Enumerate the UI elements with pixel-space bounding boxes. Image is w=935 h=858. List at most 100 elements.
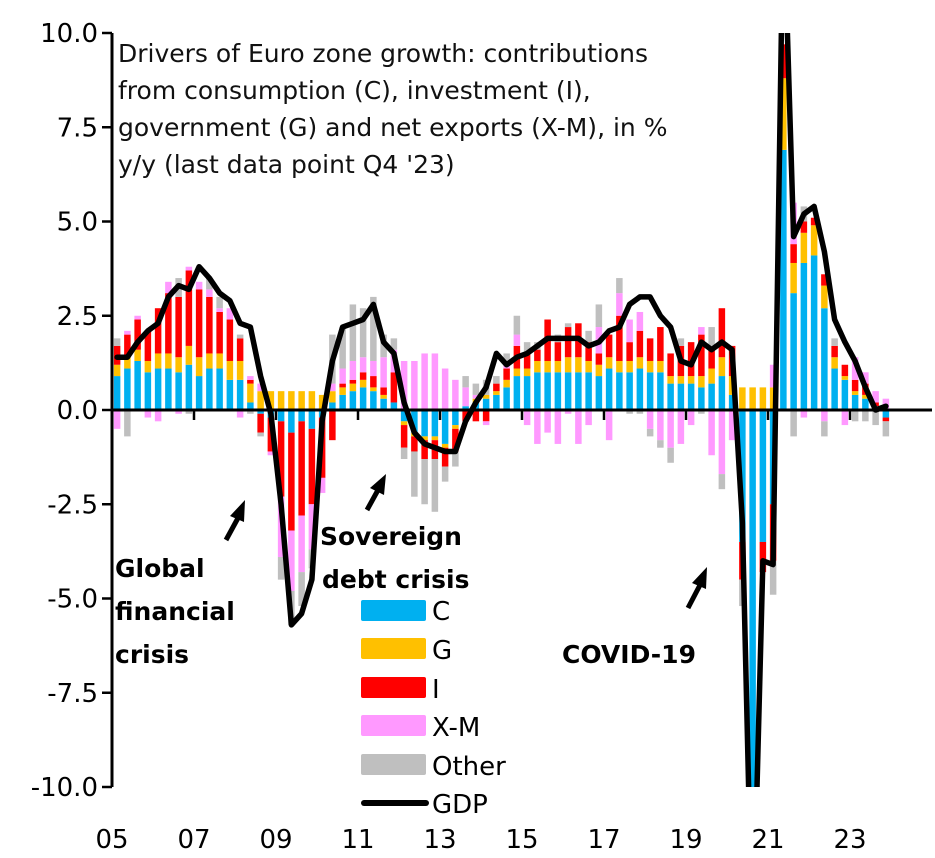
bar-segment-g [831,357,838,369]
bar-segment-xm [482,421,490,426]
bar-segment-c [749,410,756,787]
annotation-covid-19: COVID-19 [562,567,707,669]
bar-stack [144,330,152,418]
bar-segment-c [493,394,500,410]
bar-segment-g [790,262,797,294]
legend-item-other[interactable]: Other [361,752,506,782]
y-tick-label: 5.0 [57,208,98,238]
legend-item-i[interactable]: I [361,675,440,705]
annotation-sovereign-debt-crisis: Sovereign debt crisis [320,474,469,594]
bar-segment-i [554,342,562,361]
bar-segment-g [216,353,223,369]
legend-item-gdp[interactable]: GDP [361,790,488,820]
bar-segment-g [780,78,787,150]
bar-segment-xm [175,410,182,414]
bar-segment-xm [800,410,808,418]
bar-segment-g [318,394,326,410]
bar-segment-other [216,296,223,309]
bar-segment-xm [288,530,295,591]
bar-segment-xm [431,353,439,410]
bar-segment-other [124,410,131,437]
bar-stack [749,387,756,787]
legend-swatch-c [361,600,426,621]
title-line-1: Drivers of Euro zone growth: contributio… [118,39,648,68]
bar-stack [298,391,305,607]
bar-segment-xm [257,383,264,392]
bar-segment-other [513,315,521,335]
bar-segment-xm [657,410,664,441]
bar-segment-xm [216,308,223,312]
bar-segment-g [431,436,439,441]
bar-segment-c [728,394,736,410]
bar-stack [165,281,172,410]
bar-segment-g [687,376,695,384]
bar-stack [564,323,572,414]
bar-segment-g [288,391,295,410]
bar-segment-other [646,428,654,437]
legend-item-xm[interactable]: X-M [361,713,480,743]
y-tick-label: 2.5 [57,302,98,332]
arrow-icon [223,500,245,542]
bar-segment-c [626,372,633,410]
bar-stack [216,296,223,410]
bar-segment-g [739,387,746,410]
bar-stack [359,308,367,410]
bar-stack [718,308,726,490]
bar-segment-c [441,410,449,444]
bar-segment-g [493,391,500,395]
bar-segment-g [554,360,562,373]
bar-segment-c [431,410,439,437]
bar-segment-i [134,319,141,350]
bar-stack [800,206,808,418]
bar-stack [493,376,500,410]
bar-segment-g [841,376,849,380]
bar-segment-c [257,410,264,414]
bar-segment-i [534,349,541,361]
annotation-sdc-line-1: Sovereign [320,522,462,551]
bar-segment-other [452,451,459,467]
bar-stack [236,334,244,418]
bar-stack [513,315,521,410]
bar-stack [534,342,541,444]
bar-segment-g [247,383,254,403]
bar-segment-c [370,391,377,410]
bar-segment-other [872,410,879,426]
bar-segment-other [493,376,500,384]
bar-segment-xm [687,410,695,426]
bar-segment-xm [667,410,674,448]
annotation-covid-line-1: COVID-19 [562,640,696,669]
bar-segment-xm [575,410,582,444]
bar-stack [195,281,203,410]
bar-segment-i [503,368,510,380]
bar-segment-g [277,391,285,410]
bar-segment-c [810,255,818,410]
bar-stack [124,330,131,437]
bar-segment-other [472,383,480,395]
bar-segment-g [575,357,582,373]
bar-segment-xm [708,410,715,456]
bar-segment-i [472,410,480,422]
bar-segment-xm [862,372,869,384]
bar-segment-i [626,342,633,361]
bar-segment-xm [185,266,193,271]
bar-segment-i [390,372,398,403]
chart-title: Drivers of Euro zone growth: contributio… [118,39,667,179]
bar-segment-c [421,410,428,437]
legend-item-c[interactable]: C [361,597,450,627]
bar-segment-xm [318,477,326,493]
bar-segment-xm [308,504,316,550]
bar-segment-g [636,357,644,369]
bar-segment-xm [534,410,541,444]
bar-segment-xm [462,387,469,407]
bar-segment-i [400,425,408,448]
bar-segment-g [718,357,726,377]
x-tick-label: 23 [833,825,866,855]
legend-item-g[interactable]: G [361,636,452,666]
bar-segment-i [616,315,623,361]
bar-segment-g [257,391,264,410]
bar-segment-g [195,357,203,377]
bar-segment-g [616,360,623,373]
bar-segment-i [646,338,654,361]
title-line-3: government (G) and net exports (X-M), in… [118,113,667,142]
bar-segment-i [236,338,244,361]
